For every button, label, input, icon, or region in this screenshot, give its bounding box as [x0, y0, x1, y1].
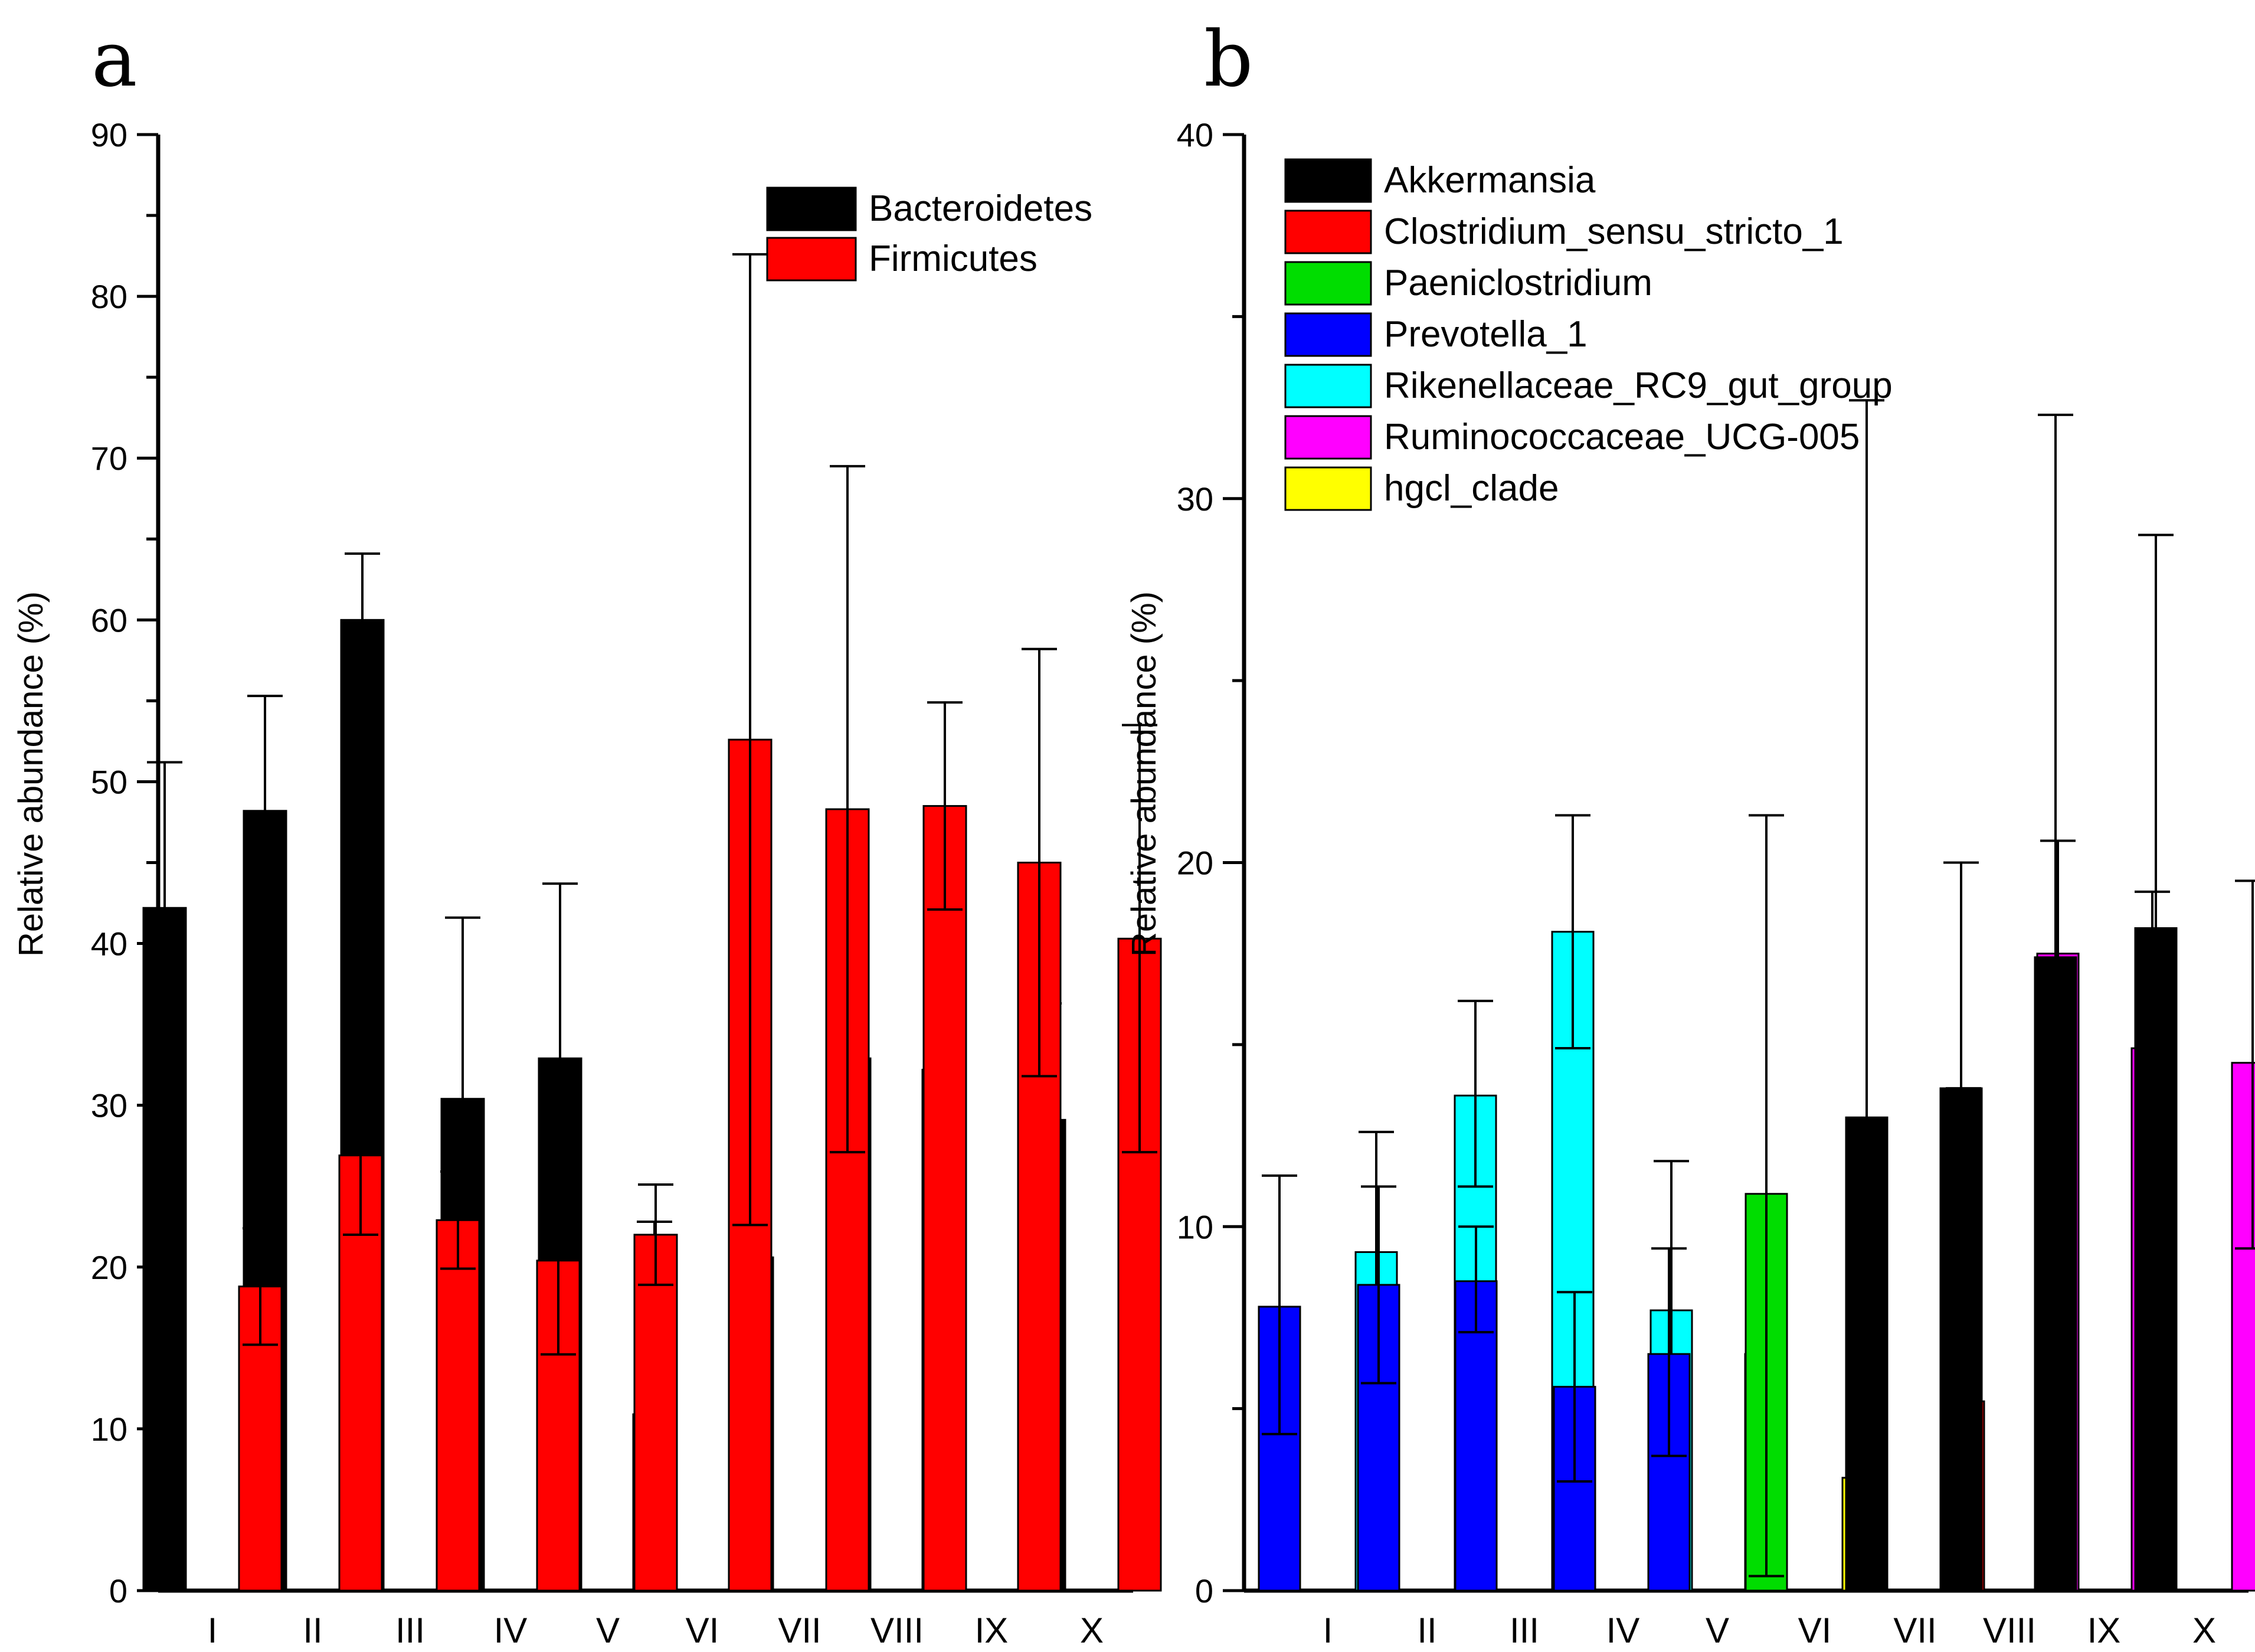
legend-swatch — [766, 237, 857, 282]
bar-akkermansia — [1845, 1116, 1889, 1592]
x-tick-label: V — [596, 1611, 620, 1650]
chart-panel-a: a Relative abundance (%) 0 10 20 30 40 50 60 70 80… — [12, 14, 1162, 1650]
y-tick-label: 50 — [91, 763, 127, 800]
x-tick-label: II — [1417, 1611, 1436, 1650]
x-tick-label: VIII — [1983, 1611, 2036, 1650]
y-tick-label: 70 — [91, 440, 127, 477]
y-axis-label: Relative abundance (%) — [12, 591, 50, 957]
x-tick-label: IX — [2087, 1611, 2121, 1650]
legend-swatch — [1284, 261, 1372, 306]
x-tick-label: III — [1510, 1611, 1539, 1650]
y-tick-label: 10 — [1177, 1208, 1213, 1245]
x-tick-label: X — [2192, 1611, 2216, 1650]
x-tick-label: VIII — [870, 1611, 924, 1650]
y-tick-label: 0 — [109, 1572, 127, 1610]
x-tick-label: VII — [778, 1611, 821, 1650]
legend-swatch — [1284, 415, 1372, 460]
y-tick-label: 80 — [91, 278, 127, 315]
y-tick-label: 10 — [91, 1411, 127, 1448]
x-tick-label: IV — [494, 1611, 528, 1650]
panel-label: b — [1204, 14, 1253, 104]
legend-label: Clostridium_sensu_stricto_1 — [1384, 211, 1844, 252]
legend-label: Firmicutes — [869, 238, 1038, 279]
legend-swatch — [1284, 210, 1372, 254]
bar-firmicutes — [436, 1219, 480, 1592]
bar-bacteroidetes — [142, 907, 187, 1592]
y-tick-label: 40 — [1177, 116, 1213, 153]
bar-akkermansia — [2034, 956, 2077, 1592]
x-tick-label: I — [1323, 1611, 1333, 1650]
y-tick-label: 60 — [91, 601, 127, 639]
bar-firmicutes — [922, 805, 967, 1592]
x-tick-label: II — [303, 1611, 322, 1650]
x-tick-label: IV — [1606, 1611, 1640, 1650]
x-tick-label: VI — [686, 1611, 719, 1650]
legend-label: Paeniclostridium — [1384, 263, 1652, 303]
legend-label: Bacteroidetes — [869, 188, 1092, 229]
x-tick-label: III — [395, 1611, 425, 1650]
legend-label: Akkermansia — [1384, 160, 1596, 201]
legend-swatch — [766, 187, 857, 231]
bar-firmicutes — [633, 1234, 678, 1592]
y-axis-label: Relative abundance (%) — [1125, 591, 1163, 957]
y-tick-label: 20 — [91, 1249, 127, 1286]
x-tick-label: I — [208, 1611, 218, 1650]
bar-akkermansia — [1939, 1087, 1983, 1592]
bar-akkermansia — [2134, 927, 2178, 1592]
y-tick-label: 20 — [1177, 845, 1213, 882]
y-tick-label: 30 — [91, 1087, 127, 1124]
y-tick-label: 90 — [91, 116, 127, 153]
legend-swatch — [1284, 158, 1372, 203]
x-tick-label: IX — [975, 1611, 1009, 1650]
legend-swatch — [1284, 364, 1372, 408]
legend-label: Rikenellaceae_RC9_gut_group — [1384, 365, 1893, 406]
y-tick-label: 40 — [91, 925, 127, 963]
legend-label: Prevotella_1 — [1384, 314, 1588, 355]
x-tick-label: VI — [1798, 1611, 1832, 1650]
legend-label: hgcl_clade — [1384, 468, 1559, 509]
legend-swatch — [1284, 312, 1372, 357]
y-tick-label: 30 — [1177, 480, 1213, 518]
x-tick-label: X — [1080, 1611, 1104, 1650]
panel-label: a — [91, 14, 138, 104]
y-tick-label: 0 — [1195, 1572, 1213, 1610]
x-tick-label: VII — [1893, 1611, 1936, 1650]
x-tick-label: V — [1706, 1611, 1729, 1650]
legend-label: Ruminococcaceae_UCG-005 — [1384, 417, 1860, 457]
legend-swatch — [1284, 466, 1372, 511]
